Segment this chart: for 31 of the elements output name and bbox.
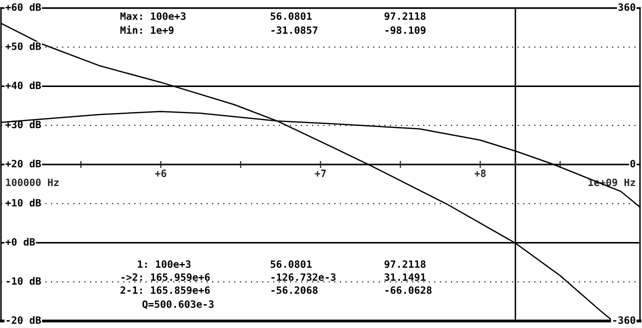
y-tick-label: +20 dB: [5, 160, 41, 168]
y-tick-label: +0 dB: [5, 238, 35, 246]
y-tick-label: +60 dB: [5, 3, 41, 11]
annotation: -126.732e-3: [271, 273, 336, 281]
annotation: 31.1491: [384, 273, 426, 281]
x-tick-label: +6: [155, 170, 166, 178]
annotation: -31.0857: [271, 26, 318, 34]
annotation: Max: 100e+3: [120, 12, 186, 20]
x-tick-label: +7: [314, 170, 326, 177]
y-tick-label: -20 dB: [6, 316, 41, 324]
x-tick-label: +8: [474, 170, 486, 178]
annotation: 100000 Hz: [6, 178, 59, 186]
annotation: 1: 100e+3: [138, 260, 191, 268]
annotation: -98.109: [385, 26, 426, 34]
y2-tick-label: -360: [613, 316, 636, 324]
y-tick-label: +10 dB: [5, 198, 41, 207]
annotation: 2-1: 165.859e+6: [120, 286, 210, 294]
y-tick-label: +50 dB: [5, 42, 41, 50]
y2-tick-label: 360: [618, 3, 636, 11]
annotation: Min: 1e+9: [120, 26, 174, 34]
annotation: 97.2118: [384, 12, 426, 20]
y2-tick-label: 0: [630, 160, 636, 168]
annotation: -66.0628: [385, 286, 432, 294]
annotation: -56.2068: [271, 286, 318, 294]
annotation: Q=500.603e-3: [142, 300, 214, 310]
annotation: 97.2118: [384, 260, 426, 268]
y-tick-label: -10 dB: [6, 277, 41, 285]
annotation: 56.0801: [270, 12, 312, 20]
y-tick-label: +40 dB: [5, 81, 41, 90]
annotation: ->2: 165.959e+6: [121, 273, 210, 281]
annotation: 56.0801: [270, 260, 312, 268]
